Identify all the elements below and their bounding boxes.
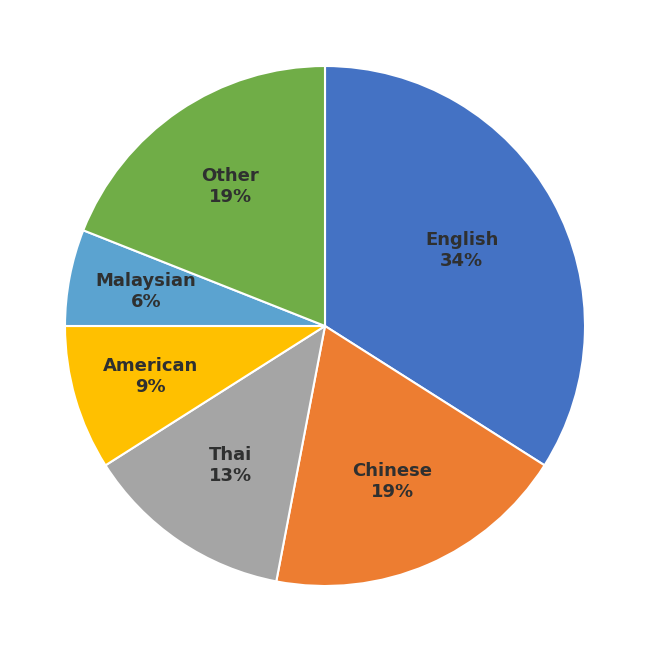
Wedge shape — [105, 326, 325, 582]
Text: Thai
13%: Thai 13% — [209, 447, 252, 485]
Wedge shape — [65, 326, 325, 466]
Text: English
34%: English 34% — [425, 231, 499, 270]
Text: American
9%: American 9% — [103, 357, 198, 396]
Wedge shape — [65, 230, 325, 326]
Text: Malaysian
6%: Malaysian 6% — [96, 273, 196, 311]
Text: Chinese
19%: Chinese 19% — [352, 462, 432, 501]
Wedge shape — [325, 66, 585, 466]
Wedge shape — [83, 66, 325, 326]
Wedge shape — [276, 326, 545, 586]
Text: Other
19%: Other 19% — [201, 167, 259, 205]
